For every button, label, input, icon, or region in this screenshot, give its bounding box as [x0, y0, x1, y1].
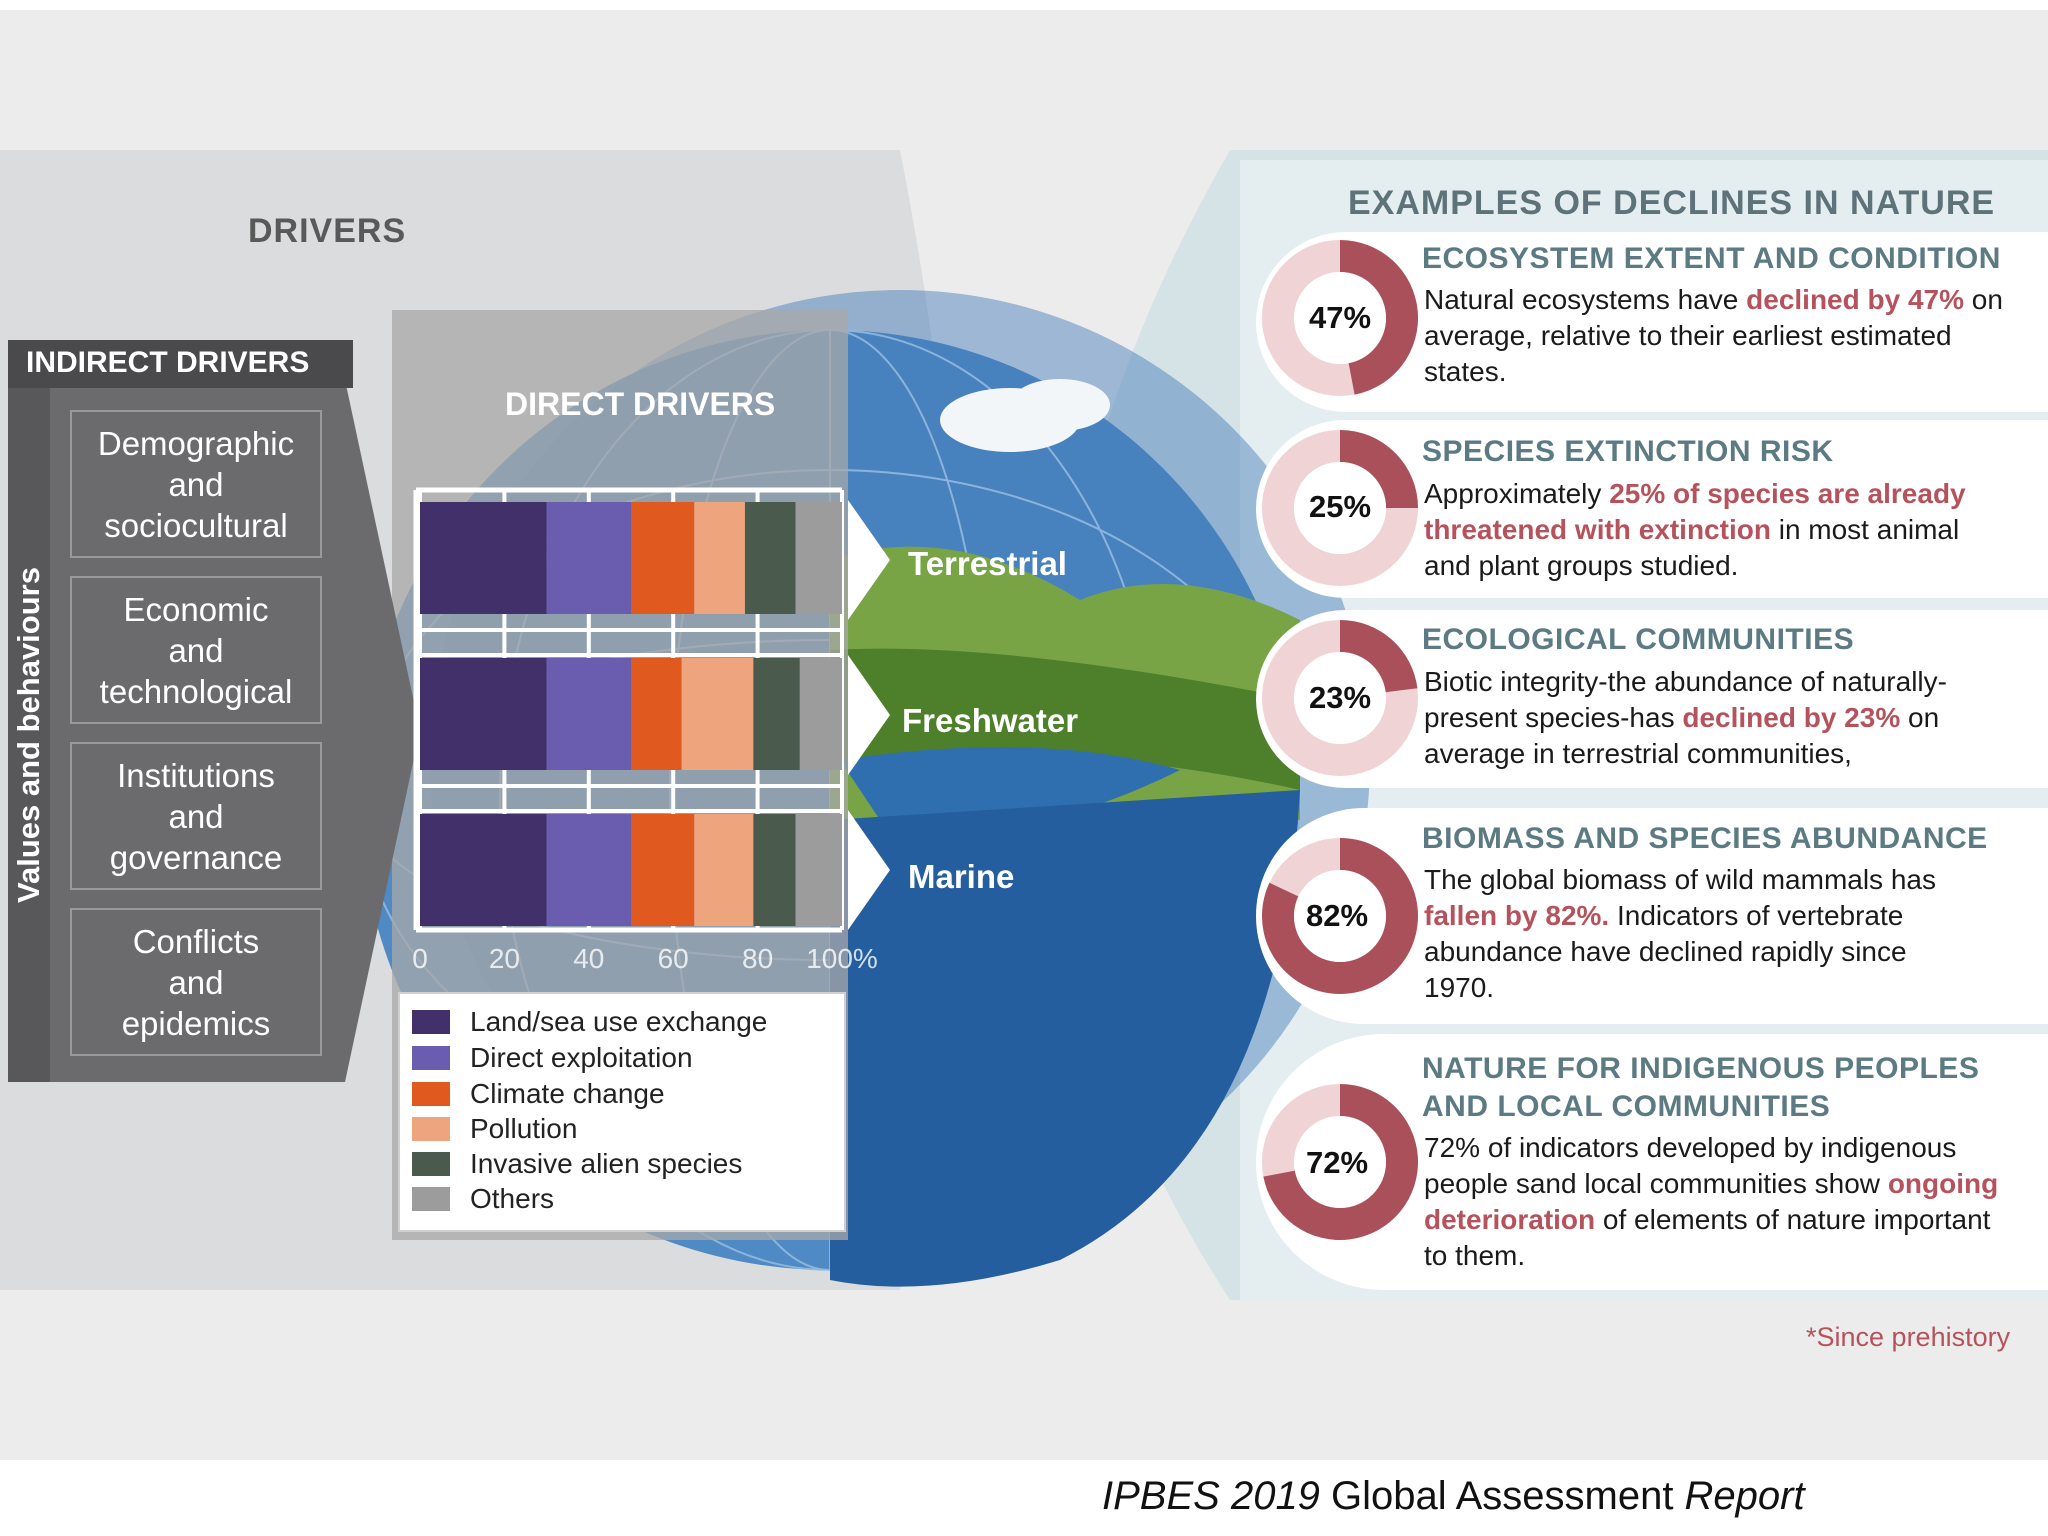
x-tick-label: 100% — [806, 943, 878, 974]
card-percent: 47% — [1308, 300, 1372, 335]
card-text: Approximately 25% of species are already… — [1424, 478, 1966, 581]
bar-segment — [546, 658, 631, 770]
bar-segment — [681, 658, 754, 770]
donut-hole — [1294, 462, 1386, 554]
bar-segment — [744, 502, 796, 614]
bar-segment — [631, 658, 682, 770]
landscape-fields — [830, 648, 1300, 790]
bar-segment — [795, 502, 842, 614]
card-text: 72% of indicators developed by indigenou… — [1424, 1132, 1999, 1271]
arrow-freshwater — [848, 655, 890, 775]
card-title: ECOSYSTEM EXTENT AND CONDITION — [1422, 242, 2001, 275]
x-tick-label: 0 — [412, 943, 428, 974]
indirect-drivers-heading: INDIRECT DRIVERS — [26, 346, 310, 379]
legend-item: Direct exploitation — [412, 1042, 693, 1073]
donut-hole — [1294, 272, 1386, 364]
card-body — [1420, 232, 2048, 412]
bar-segment — [546, 502, 631, 614]
indirect-drivers-header-bg — [8, 340, 353, 388]
arrow-terrestrial — [848, 500, 890, 620]
bar-segment — [753, 658, 800, 770]
legend-swatch — [412, 1117, 450, 1141]
caption: IPBES 2019 Global Assessment Report — [1102, 1474, 1805, 1518]
donut-arc — [1340, 240, 1418, 395]
legend-item: Others — [412, 1183, 554, 1214]
bar-segment — [631, 502, 695, 614]
card-text: The global biomass of wild mammals has f… — [1424, 864, 1936, 1003]
card-title: ECOLOGICAL COMMUNITIES — [1422, 623, 1855, 656]
card-text: Natural ecosystems have declined by 47% … — [1424, 284, 2003, 387]
legend-swatch — [412, 1082, 450, 1106]
arrow-marine — [848, 810, 890, 930]
legend-item: Pollution — [412, 1113, 577, 1144]
legend-item: Land/sea use exchange — [412, 1006, 767, 1037]
indirect-drivers-panel — [8, 380, 420, 1082]
realm-freshwater-label: Freshwater — [902, 702, 1079, 739]
footnote: *Since prehistory — [1806, 1322, 2011, 1352]
examples-heading: EXAMPLES OF DECLINES IN NATURE — [1348, 184, 1996, 222]
direct-drivers-heading: DIRECT DRIVERS — [505, 386, 776, 422]
bar-segment — [420, 658, 547, 770]
card-title: BIOMASS AND SPECIES ABUNDANCE — [1422, 822, 1988, 855]
legend-item: Invasive alien species — [412, 1148, 742, 1179]
bar-segment — [631, 814, 695, 926]
sea — [830, 790, 1300, 1287]
donut-arc — [1340, 430, 1418, 508]
donut-hole — [1294, 652, 1386, 744]
donut-hole — [1294, 870, 1386, 962]
drivers-heading: DRIVERS — [248, 212, 407, 250]
card-percent: 72% — [1305, 1145, 1369, 1180]
bar-segment — [799, 658, 842, 770]
realm-terrestrial-label: Terrestrial — [908, 545, 1067, 582]
legend-swatch — [412, 1046, 450, 1070]
x-tick-label: 60 — [658, 943, 689, 974]
x-tick-label: 40 — [573, 943, 604, 974]
legend-swatch — [412, 1010, 450, 1034]
card-body — [1420, 808, 2048, 1024]
indirect-driver-demographic: Demographic and sociocultural — [70, 410, 322, 558]
bar-segment — [546, 814, 631, 926]
legend-item: Climate change — [412, 1078, 665, 1109]
card-title-line2: AND LOCAL COMMUNITIES — [1422, 1090, 1831, 1123]
legend-swatch — [412, 1152, 450, 1176]
donut-arc — [1263, 1084, 1418, 1240]
cloud — [1010, 379, 1110, 431]
legend-swatch — [412, 1187, 450, 1211]
bar-segment — [694, 814, 754, 926]
x-tick-label: 80 — [742, 943, 773, 974]
x-tick-label: 20 — [489, 943, 520, 974]
indirect-driver-conflicts: Conflicts and epidemics — [70, 908, 322, 1056]
bar-segment — [795, 814, 842, 926]
card-body — [1420, 610, 2048, 788]
card-title: SPECIES EXTINCTION RISK — [1422, 435, 1834, 468]
values-strip — [8, 388, 50, 1082]
bar-segment — [420, 814, 547, 926]
indirect-driver-institutions: Institutions and governance — [70, 742, 322, 890]
card-percent: 23% — [1308, 680, 1372, 715]
card-text: Biotic integrity-the abundance of natura… — [1424, 666, 1947, 769]
indirect-driver-economic: Economic and technological — [70, 576, 322, 724]
bar-segment — [694, 502, 745, 614]
card-percent: 25% — [1308, 489, 1372, 524]
card-title: NATURE FOR INDIGENOUS PEOPLES — [1422, 1052, 1980, 1085]
bar-segment — [753, 814, 796, 926]
donut-hole — [1294, 1116, 1386, 1208]
legend — [398, 992, 846, 1232]
card-percent: 82% — [1305, 898, 1369, 933]
realm-marine-label: Marine — [908, 858, 1015, 895]
card-body — [1420, 1034, 2048, 1290]
donut-arc — [1262, 838, 1418, 995]
card-body — [1420, 420, 2048, 598]
bar-segment — [420, 502, 547, 614]
donut-arc — [1340, 620, 1418, 693]
